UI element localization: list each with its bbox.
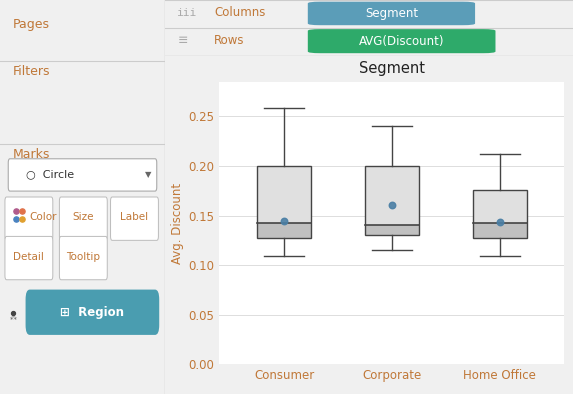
Text: iii: iii [177,8,198,18]
Bar [365,225,419,236]
Point [11,208,20,214]
Text: Pages: Pages [13,18,50,31]
FancyBboxPatch shape [308,2,475,25]
Point [280,217,289,224]
Text: ≡: ≡ [177,34,188,47]
Text: ○  Circle: ○ Circle [26,169,74,179]
FancyBboxPatch shape [8,159,157,191]
FancyBboxPatch shape [111,197,158,240]
Text: AVG(Discount): AVG(Discount) [359,35,445,48]
Text: ⁂: ⁂ [10,315,17,322]
Point [11,216,20,222]
Bar [473,223,527,238]
Point [18,208,27,214]
Bar [365,166,419,236]
Point [9,310,18,316]
Text: Color: Color [29,212,56,222]
Point [387,201,397,208]
FancyBboxPatch shape [26,290,159,335]
Bar [473,190,527,223]
Y-axis label: Avg. Discount: Avg. Discount [171,182,185,264]
Text: Label: Label [120,212,148,222]
Text: ▼: ▼ [145,170,152,178]
Bar [257,166,311,238]
Text: Marks: Marks [13,148,50,161]
Point [18,216,27,222]
Title: Segment: Segment [359,61,425,76]
Point [495,218,504,225]
Text: Rows: Rows [214,34,245,47]
Bar [257,223,311,238]
Bar [473,190,527,238]
Text: Columns: Columns [214,6,265,19]
Bar [365,166,419,225]
FancyBboxPatch shape [5,236,53,280]
Bar [257,166,311,223]
Text: Size: Size [73,212,94,222]
FancyBboxPatch shape [5,197,53,240]
FancyBboxPatch shape [60,236,107,280]
FancyBboxPatch shape [60,197,107,240]
Text: Tooltip: Tooltip [66,252,100,262]
Text: Segment: Segment [365,7,418,20]
Text: ⊞  Region: ⊞ Region [60,306,124,318]
Text: Detail: Detail [13,252,44,262]
FancyBboxPatch shape [308,29,496,53]
Text: Filters: Filters [13,65,50,78]
